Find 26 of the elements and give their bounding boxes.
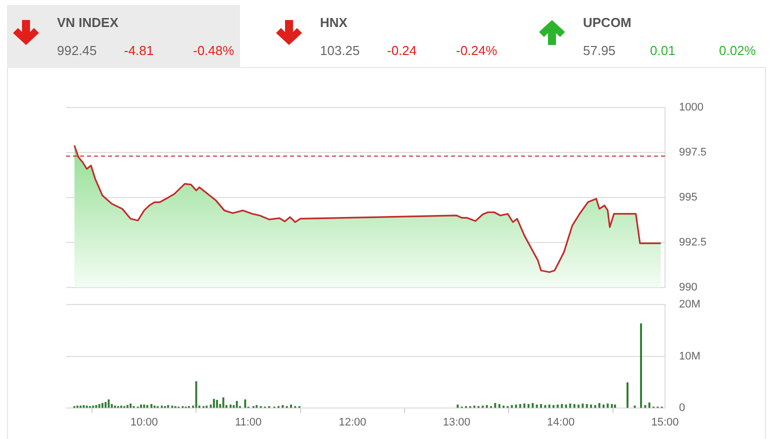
data-label: 103.25 bbox=[320, 43, 360, 59]
x-tick-label: 13:00 bbox=[442, 416, 470, 429]
data-label: -0.24 bbox=[387, 43, 417, 59]
y-tick-label: 997.5 bbox=[679, 146, 707, 159]
data-label: -0.48% bbox=[193, 43, 234, 59]
data-label: 992.45 bbox=[57, 43, 97, 59]
data-label: -0.24% bbox=[456, 43, 498, 59]
x-tick-label: 10:00 bbox=[130, 416, 158, 429]
data-label: 0.02% bbox=[719, 43, 756, 59]
y-tick-label: 995 bbox=[679, 192, 698, 204]
x-tick-label: 12:00 bbox=[338, 416, 366, 429]
y-tick-label: 20M bbox=[679, 298, 700, 311]
x-tick-label: 14:00 bbox=[547, 416, 575, 429]
x-tick-label: 11:00 bbox=[234, 416, 262, 429]
y-tick-label: 990 bbox=[679, 281, 698, 294]
y-tick-label: 0 bbox=[679, 402, 686, 414]
data-label: -4.81 bbox=[124, 43, 154, 59]
data-label: 57.95 bbox=[583, 43, 616, 59]
data-label: 0.01 bbox=[650, 43, 676, 59]
x-tick-label: 15:00 bbox=[651, 416, 679, 429]
y-tick-label: 992.5 bbox=[679, 236, 707, 248]
y-tick-label: 1000 bbox=[679, 102, 704, 114]
text: UPCOM bbox=[583, 15, 632, 31]
text: HNX bbox=[320, 15, 348, 31]
y-tick-label: 10M bbox=[679, 350, 700, 362]
text: VN INDEX bbox=[57, 15, 118, 31]
